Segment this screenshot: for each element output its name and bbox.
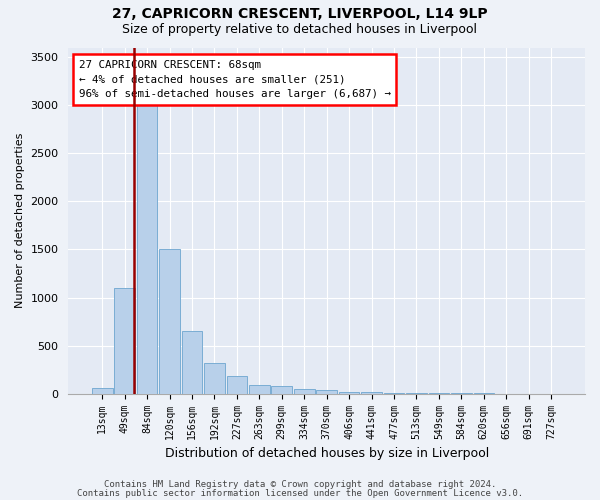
Bar <box>182 331 202 394</box>
Y-axis label: Number of detached properties: Number of detached properties <box>15 133 25 308</box>
X-axis label: Distribution of detached houses by size in Liverpool: Distribution of detached houses by size … <box>164 447 489 460</box>
Bar <box>384 393 404 394</box>
Text: Contains public sector information licensed under the Open Government Licence v3: Contains public sector information licen… <box>77 489 523 498</box>
Text: 27 CAPRICORN CRESCENT: 68sqm
← 4% of detached houses are smaller (251)
96% of se: 27 CAPRICORN CRESCENT: 68sqm ← 4% of det… <box>79 60 391 99</box>
Bar <box>316 390 337 394</box>
Bar <box>339 392 359 394</box>
Bar <box>137 100 157 394</box>
Bar <box>92 388 113 394</box>
Bar <box>227 376 247 394</box>
Bar <box>159 250 180 394</box>
Bar <box>361 392 382 394</box>
Text: Contains HM Land Registry data © Crown copyright and database right 2024.: Contains HM Land Registry data © Crown c… <box>104 480 496 489</box>
Bar <box>294 389 314 394</box>
Bar <box>406 393 427 394</box>
Bar <box>115 288 135 394</box>
Text: 27, CAPRICORN CRESCENT, LIVERPOOL, L14 9LP: 27, CAPRICORN CRESCENT, LIVERPOOL, L14 9… <box>112 8 488 22</box>
Bar <box>204 363 225 394</box>
Text: Size of property relative to detached houses in Liverpool: Size of property relative to detached ho… <box>122 22 478 36</box>
Bar <box>271 386 292 394</box>
Bar <box>249 384 269 394</box>
